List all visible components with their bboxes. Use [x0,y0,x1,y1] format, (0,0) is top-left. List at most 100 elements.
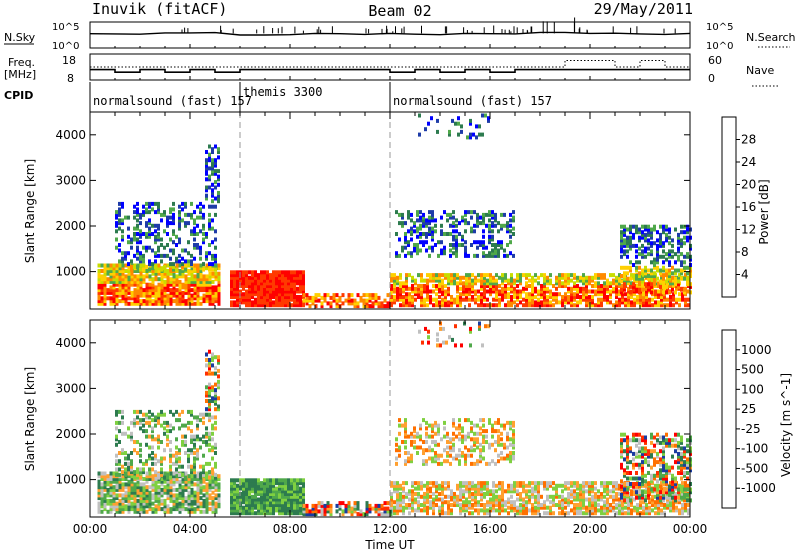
power-cell [121,290,125,295]
velocity-cell [190,448,193,453]
power-cell [416,243,419,247]
velocity-cell [142,490,146,495]
power-cell [454,121,457,126]
velocity-cell [537,500,540,505]
power-cell [480,286,483,291]
power-cell [136,264,139,269]
velocity-cell [133,496,137,501]
velocity-cell [510,494,513,499]
velocity-cell [145,504,149,509]
velocity-cell [630,511,633,516]
velocity-cell [97,507,101,512]
velocity-cell [618,505,621,510]
velocity-cell [441,505,444,510]
power-cell [404,245,407,250]
velocity-cell [202,464,205,469]
velocity-cell [374,503,378,508]
power-cell [674,260,677,265]
velocity-cell [573,503,576,507]
power-cell [103,274,107,279]
power-cell [576,278,579,283]
power-cell [154,285,158,290]
velocity-cell [377,509,381,514]
velocity-cell [447,511,450,516]
power-cell [481,132,484,137]
velocity-cell [657,508,660,513]
velocity-cell [561,508,564,513]
velocity-cell [142,498,146,503]
power-cell [422,218,425,223]
velocity-cell [417,481,420,486]
power-cell [160,212,163,217]
power-cell [260,300,263,305]
velocity-cell [121,501,125,506]
velocity-cell [492,481,495,486]
power-cell [455,243,458,247]
velocity-cell [193,482,197,487]
power-cell [443,210,446,215]
power-cell [498,275,501,280]
power-cell [570,273,573,278]
velocity-cell [205,434,208,439]
power-cell [638,227,641,232]
velocity-cell [516,497,519,502]
power-cell [428,215,431,220]
power-cell [455,229,458,234]
power-cell [323,295,327,300]
power-cell [633,297,636,302]
power-cell [193,279,197,284]
power-cell [338,295,342,300]
power-cell [483,295,486,299]
velocity-cell [609,505,612,510]
velocity-cell [546,481,549,486]
power-cell [489,292,492,297]
power-cell [411,303,414,308]
power-cell [208,243,211,247]
velocity-cell [519,492,522,496]
power-cell [133,282,137,287]
power-cell [531,300,534,305]
velocity-cell [287,508,290,513]
power-cell [390,303,393,308]
velocity-cell [205,442,208,447]
power-cell [178,218,181,223]
power-cell [181,262,184,267]
power-cell [181,256,184,261]
velocity-cell [618,500,621,505]
velocity-cell [399,483,402,488]
power-cell [341,301,345,306]
velocity-cell [588,492,591,496]
power-cell [139,221,142,226]
power-cell [555,292,558,297]
power-cell [432,284,435,288]
velocity-cell [190,464,193,469]
power-cell [263,281,266,286]
velocity-cell [208,404,211,409]
power-cell [662,241,665,246]
velocity-cell [408,497,411,502]
power-cell [202,215,205,220]
power-cell [546,275,549,280]
power-cell [263,270,266,275]
power-cell [124,215,127,220]
power-cell [208,174,211,179]
velocity-cell [678,511,681,516]
velocity-cell [453,494,456,499]
power-cell [668,290,671,295]
power-cell [103,296,107,301]
velocity-cell [217,501,221,506]
velocity-cell [480,486,483,491]
velocity-cell [148,445,151,450]
velocity-cell [636,511,639,516]
power-cell [121,259,124,264]
power-cell [582,281,585,286]
power-cell [662,282,665,287]
velocity-cell [432,500,435,505]
power-cell [491,248,494,253]
velocity-cell [356,506,360,511]
velocity-cell [211,358,214,362]
velocity-cell [302,483,305,488]
velocity-cell [211,504,215,509]
velocity-cell [287,505,290,510]
velocity-cell [266,497,269,502]
